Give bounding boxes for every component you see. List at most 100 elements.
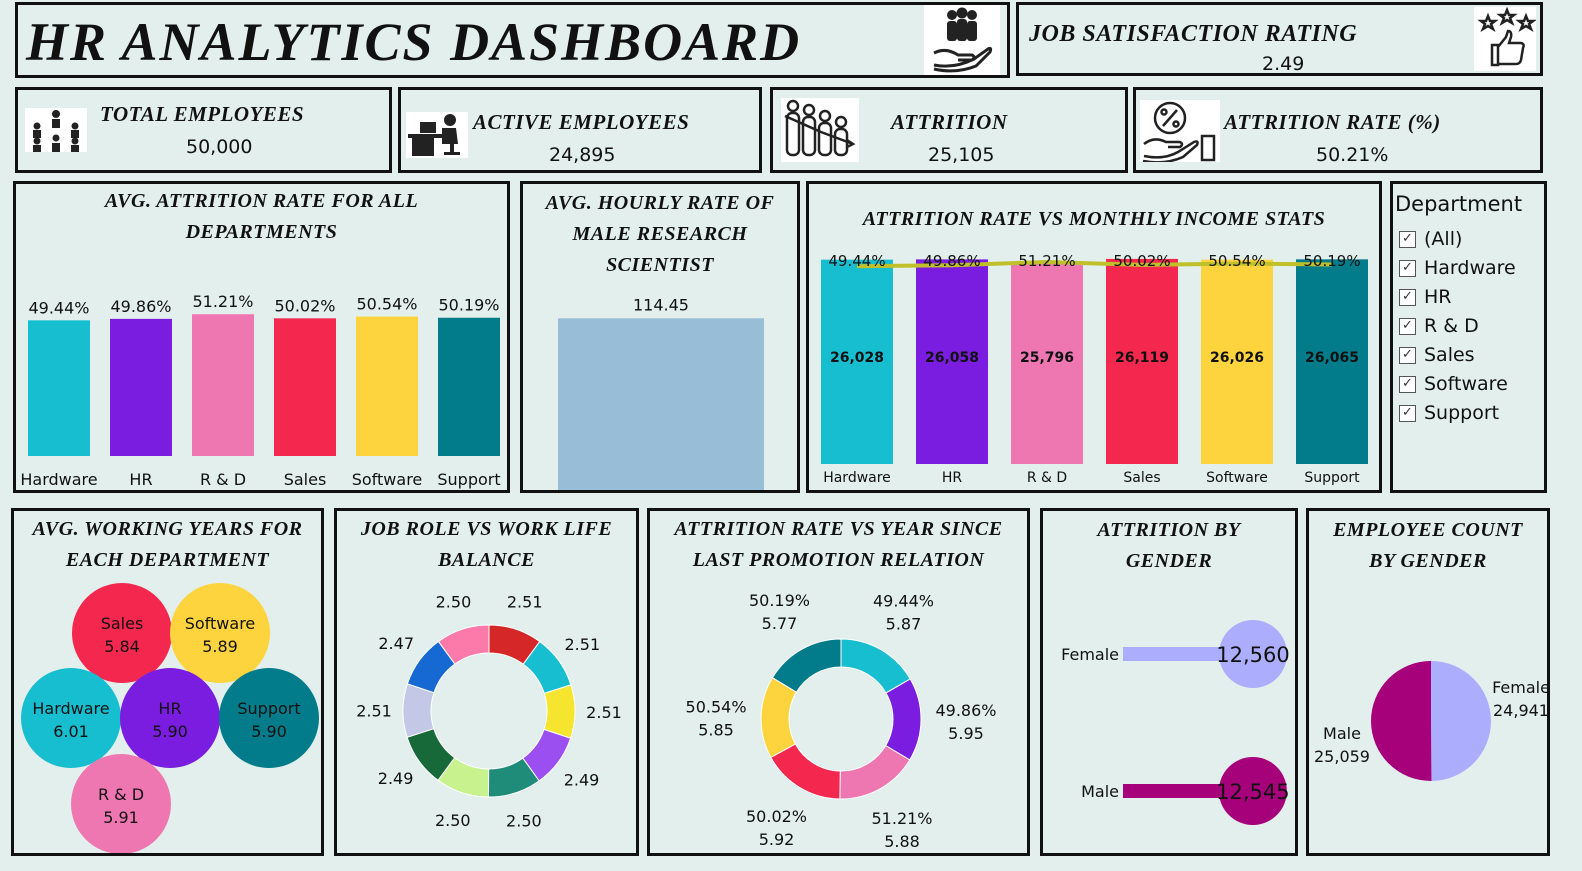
- data-label: 50.54%: [356, 295, 417, 314]
- slice-rate-label: 49.44%: [873, 592, 934, 611]
- donut-slice: [543, 684, 576, 739]
- x-tick-label: HR: [129, 470, 152, 489]
- checkbox-icon[interactable]: ✓: [1399, 346, 1416, 364]
- job-satisfaction-card: JOB SATISFACTION RATING 2.49: [1016, 2, 1543, 76]
- income-label: 25,796: [1020, 350, 1074, 366]
- bubble-support: [219, 668, 319, 768]
- slice-name-label: Male: [1323, 724, 1361, 743]
- checkbox-icon[interactable]: ✓: [1399, 230, 1416, 248]
- bubble-value: 5.91: [103, 808, 139, 827]
- slice-name-label: Female: [1492, 678, 1547, 697]
- slice-label: 2.49: [564, 770, 600, 789]
- kpi-value: 50,000: [186, 136, 253, 158]
- x-tick-label: Support: [1304, 470, 1360, 486]
- slice-years-label: 5.77: [762, 614, 798, 633]
- bubble-hardware: [21, 668, 121, 768]
- bubble-name: Software: [185, 614, 256, 633]
- slice-rd: [839, 744, 911, 800]
- slicer-title: Department: [1395, 192, 1523, 216]
- falling-people-icon: [781, 98, 859, 162]
- team-icon: [25, 108, 87, 152]
- checkbox-icon[interactable]: ✓: [1399, 288, 1416, 306]
- kpi-label: ATTRITION RATE (%): [1224, 110, 1441, 134]
- income-label: 26,028: [830, 350, 884, 366]
- slice-rate-label: 50.54%: [686, 697, 747, 716]
- income-label: 26,058: [925, 350, 979, 366]
- attrition-promotion-panel: ATTRITION RATE VS YEAR SINCE LAST PROMOT…: [647, 508, 1030, 856]
- slicer-item-support[interactable]: ✓ Support: [1399, 402, 1499, 424]
- slicer-item-software[interactable]: ✓ Software: [1399, 373, 1508, 395]
- donut-slice: [437, 624, 490, 665]
- bubble-value: 5.90: [251, 722, 287, 741]
- slicer-item-sales[interactable]: ✓ Sales: [1399, 344, 1475, 366]
- slice-years-label: 5.92: [759, 830, 795, 849]
- data-label: 12,560: [1216, 643, 1289, 667]
- bar-software: [356, 316, 418, 456]
- data-label: 49.86%: [110, 297, 171, 316]
- dashboard-header: HR ANALYTICS DASHBOARD: [15, 2, 1010, 78]
- bubble-software: [170, 583, 270, 683]
- attrition-gender-panel: ATTRITION BY GENDER Female 12,560 Male 12,5…: [1040, 508, 1298, 856]
- slicer-item-rd[interactable]: ✓ R & D: [1399, 315, 1479, 337]
- department-slicer: Department ✓ (All) ✓ Hardware ✓ HR ✓ R & D ✓ Sale…: [1390, 181, 1547, 493]
- y-tick-label: Male: [1081, 782, 1119, 801]
- bubble-hr: [120, 668, 220, 768]
- job-satisfaction-label: JOB SATISFACTION RATING: [1029, 21, 1358, 47]
- job-role-wlb-panel: JOB ROLE VS WORK LIFE BALANCE 2.51 2.51 2.…: [334, 508, 639, 856]
- job-role-wlb-donut: 2.51 2.51 2.51 2.49 2.50 2.50 2.49 2.51 2.47 2.50: [356, 593, 622, 831]
- slice-rate-label: 50.02%: [746, 807, 807, 826]
- bubble-value: 5.90: [152, 722, 188, 741]
- slice-label: 2.50: [506, 812, 542, 831]
- slicer-item-hardware[interactable]: ✓ Hardware: [1399, 257, 1516, 279]
- bubble-rd: [71, 754, 171, 853]
- slicer-item-label: HR: [1424, 286, 1452, 308]
- attrition-income-chart: 26,028 Hardware 26,058 HR 25,796 R & D 26,119 S…: [821, 252, 1368, 486]
- kpi-label: TOTAL EMPLOYEES: [100, 102, 305, 126]
- checkbox-icon[interactable]: ✓: [1399, 404, 1416, 422]
- slicer-item-all[interactable]: ✓ (All): [1399, 228, 1462, 250]
- checkbox-icon[interactable]: ✓: [1399, 317, 1416, 335]
- job-satisfaction-value: 2.49: [1262, 53, 1305, 75]
- x-tick-label: R & D: [1027, 470, 1067, 486]
- checkbox-icon[interactable]: ✓: [1399, 375, 1416, 393]
- slice-label: 2.51: [565, 635, 601, 654]
- employee-gender-panel: EMPLOYEE COUNT BY GENDER Female 24,941 Mal…: [1306, 508, 1550, 856]
- bar-hardware: [28, 320, 90, 456]
- attrition-income-panel: ATTRITION RATE VS MONTHLY INCOME STATS 2…: [806, 181, 1382, 493]
- kpi-attrition: ATTRITION 25,105: [770, 87, 1128, 173]
- slice-label: 2.51: [356, 701, 392, 720]
- slicer-item-hr[interactable]: ✓ HR: [1399, 286, 1452, 308]
- kpi-total-employees: TOTAL EMPLOYEES 50,000: [15, 87, 392, 173]
- slice-label: 2.51: [586, 703, 622, 722]
- bar-rd: [192, 314, 254, 456]
- x-tick-label: HR: [942, 470, 963, 486]
- x-tick-label: Hardware: [823, 470, 891, 486]
- chart-title: ATTRITION RATE VS MONTHLY INCOME STATS: [862, 208, 1326, 230]
- slice-value-label: 24,941: [1493, 701, 1547, 720]
- data-label: 49.44%: [28, 298, 89, 317]
- slice-hr: [885, 678, 922, 761]
- bubble-sales: [72, 583, 172, 683]
- data-label: 50.19%: [438, 296, 499, 315]
- slicer-item-label: R & D: [1424, 315, 1479, 337]
- data-label: 12,545: [1216, 780, 1289, 804]
- hourly-rate-chart: 114.45: [558, 295, 764, 490]
- bubble-value: 5.84: [104, 637, 140, 656]
- slice-support: [771, 638, 842, 693]
- bar-rd: [1011, 261, 1083, 464]
- bar-support: [438, 317, 500, 456]
- desk-worker-icon: [406, 112, 468, 158]
- people-hand-icon: [924, 5, 1000, 75]
- slicer-item-label: Support: [1424, 402, 1500, 424]
- slice-label: 2.50: [435, 811, 471, 830]
- slice-years-label: 5.88: [884, 832, 920, 851]
- x-tick-label: Sales: [284, 470, 327, 489]
- slice-label: 2.49: [378, 769, 414, 788]
- attrition-gender-chart: Female 12,560 Male 12,545: [1061, 620, 1290, 825]
- checkbox-icon[interactable]: ✓: [1399, 259, 1416, 277]
- slicer-item-label: Hardware: [1424, 257, 1516, 279]
- slice-years-label: 5.85: [698, 720, 734, 739]
- avg-attrition-rate-chart: 49.44% Hardware 49.86% HR 51.21% R & D 50.02% S…: [20, 292, 500, 489]
- employee-gender-pie: Female 24,941 Male 25,059: [1314, 661, 1547, 781]
- rate-label: 51.21%: [1018, 252, 1075, 270]
